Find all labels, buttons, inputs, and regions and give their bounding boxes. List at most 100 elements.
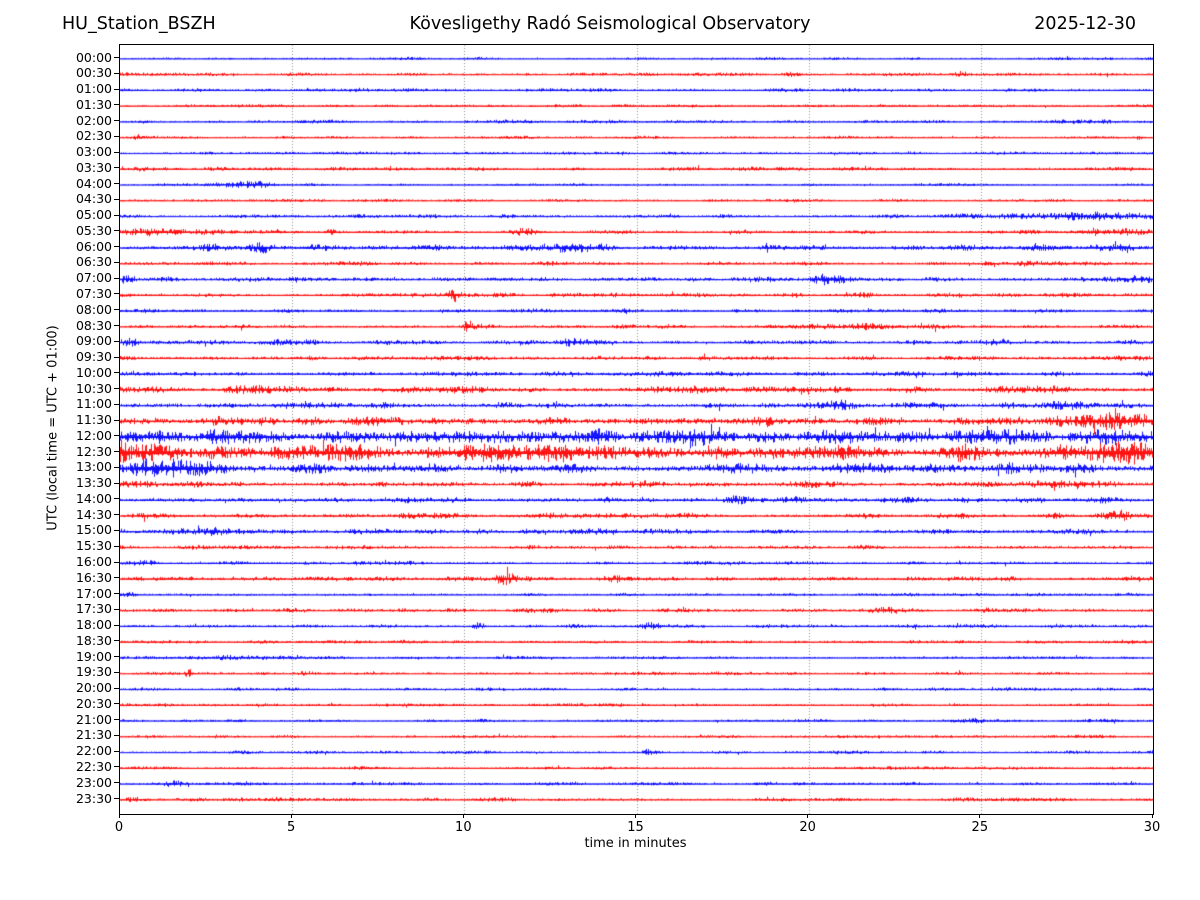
y-tick-mark bbox=[114, 766, 119, 768]
y-tick-label: 10:00 bbox=[75, 364, 112, 380]
y-tick-mark bbox=[114, 577, 119, 579]
y-tick-mark bbox=[114, 88, 119, 90]
y-tick-label: 15:30 bbox=[75, 538, 112, 554]
y-tick-mark bbox=[114, 167, 119, 169]
y-tick-mark bbox=[114, 687, 119, 689]
y-tick-label: 17:00 bbox=[75, 585, 112, 601]
y-tick-label: 12:00 bbox=[75, 427, 112, 443]
y-tick-mark bbox=[114, 309, 119, 311]
y-tick-label: 21:00 bbox=[75, 711, 112, 727]
y-tick-mark bbox=[114, 325, 119, 327]
y-tick-label: 05:30 bbox=[75, 222, 112, 238]
y-tick-label: 11:00 bbox=[75, 396, 112, 412]
y-tick-mark bbox=[114, 246, 119, 248]
y-tick-mark bbox=[114, 529, 119, 531]
y-tick-mark bbox=[114, 403, 119, 405]
y-tick-mark bbox=[114, 340, 119, 342]
y-tick-mark bbox=[114, 782, 119, 784]
y-tick-label: 12:30 bbox=[75, 443, 112, 459]
y-tick-mark bbox=[114, 545, 119, 547]
y-tick-mark bbox=[114, 388, 119, 390]
y-tick-label: 02:30 bbox=[75, 128, 112, 144]
y-tick-mark bbox=[114, 230, 119, 232]
y-tick-mark bbox=[114, 719, 119, 721]
y-tick-label: 00:30 bbox=[75, 65, 112, 81]
y-tick-label: 04:00 bbox=[75, 175, 112, 191]
x-tick-label: 20 bbox=[799, 820, 816, 835]
y-tick-label: 14:00 bbox=[75, 490, 112, 506]
y-tick-label: 00:00 bbox=[75, 49, 112, 65]
y-tick-mark bbox=[114, 703, 119, 705]
y-tick-mark bbox=[114, 277, 119, 279]
y-tick-mark bbox=[114, 261, 119, 263]
y-tick-label: 02:00 bbox=[75, 112, 112, 128]
x-tick-label: 30 bbox=[1143, 820, 1161, 835]
y-tick-label: 15:00 bbox=[75, 522, 112, 538]
y-tick-label: 09:00 bbox=[75, 333, 112, 349]
plot-area bbox=[119, 44, 1154, 815]
y-tick-mark bbox=[114, 624, 119, 626]
y-tick-label: 18:00 bbox=[75, 617, 112, 633]
y-tick-mark bbox=[114, 498, 119, 500]
y-tick-label: 13:00 bbox=[75, 459, 112, 475]
y-tick-label: 03:00 bbox=[75, 144, 112, 160]
y-tick-mark bbox=[114, 419, 119, 421]
y-tick-mark bbox=[114, 593, 119, 595]
y-tick-label: 20:30 bbox=[75, 695, 112, 711]
y-tick-label: 14:30 bbox=[75, 506, 112, 522]
x-tick-label: 0 bbox=[114, 820, 124, 835]
x-tick-mark bbox=[462, 814, 464, 818]
y-tick-mark bbox=[114, 451, 119, 453]
y-tick-mark bbox=[114, 72, 119, 74]
x-tick-label: 10 bbox=[455, 820, 472, 835]
y-tick-label: 23:30 bbox=[75, 790, 112, 806]
x-tick-mark bbox=[807, 814, 809, 818]
y-tick-label: 01:30 bbox=[75, 96, 112, 112]
observatory-title: Kövesligethy Radó Seismological Observat… bbox=[409, 14, 811, 34]
y-tick-label: 16:00 bbox=[75, 554, 112, 569]
y-tick-mark bbox=[114, 120, 119, 122]
y-tick-mark bbox=[114, 198, 119, 200]
y-tick-label: 22:30 bbox=[75, 758, 112, 774]
y-tick-label: 07:30 bbox=[75, 285, 112, 301]
y-tick-label: 23:00 bbox=[75, 774, 112, 790]
y-tick-label: 01:00 bbox=[75, 81, 112, 97]
station-title: HU_Station_BSZH bbox=[62, 14, 216, 34]
y-tick-label: 03:30 bbox=[75, 159, 112, 175]
y-tick-label: 08:30 bbox=[75, 317, 112, 333]
y-tick-mark bbox=[114, 372, 119, 374]
y-tick-label: 06:00 bbox=[75, 238, 112, 254]
y-tick-label: 09:30 bbox=[75, 349, 112, 365]
y-tick-label: 20:00 bbox=[75, 680, 112, 696]
y-tick-label: 16:30 bbox=[75, 569, 112, 585]
seismogram-canvas bbox=[120, 45, 1153, 814]
y-tick-label: 13:30 bbox=[75, 475, 112, 491]
y-tick-label: 07:00 bbox=[75, 270, 112, 286]
y-tick-mark bbox=[114, 214, 119, 216]
y-tick-label: 04:30 bbox=[75, 191, 112, 207]
y-tick-label: 08:00 bbox=[75, 301, 112, 317]
y-tick-mark bbox=[114, 640, 119, 642]
x-tick-label: 25 bbox=[971, 820, 989, 835]
y-tick-label: 05:00 bbox=[75, 207, 112, 223]
y-tick-mark bbox=[114, 798, 119, 799]
y-tick-label: 10:30 bbox=[75, 380, 112, 396]
y-tick-mark bbox=[114, 750, 119, 752]
y-tick-label: 21:30 bbox=[75, 727, 112, 743]
y-tick-mark bbox=[114, 734, 119, 736]
x-tick-mark bbox=[118, 814, 120, 818]
y-tick-mark bbox=[114, 435, 119, 437]
y-tick-mark bbox=[114, 608, 119, 610]
y-tick-mark bbox=[114, 151, 119, 153]
y-tick-mark bbox=[114, 183, 119, 185]
x-axis-label: time in minutes bbox=[584, 836, 687, 851]
y-tick-mark bbox=[114, 466, 119, 468]
y-tick-label: 18:30 bbox=[75, 632, 112, 648]
y-tick-mark bbox=[114, 57, 119, 58]
y-tick-mark bbox=[114, 514, 119, 516]
y-tick-mark bbox=[114, 671, 119, 673]
x-tick-label: 15 bbox=[627, 820, 644, 835]
y-tick-mark bbox=[114, 561, 119, 563]
y-tick-label: 11:30 bbox=[75, 412, 112, 428]
